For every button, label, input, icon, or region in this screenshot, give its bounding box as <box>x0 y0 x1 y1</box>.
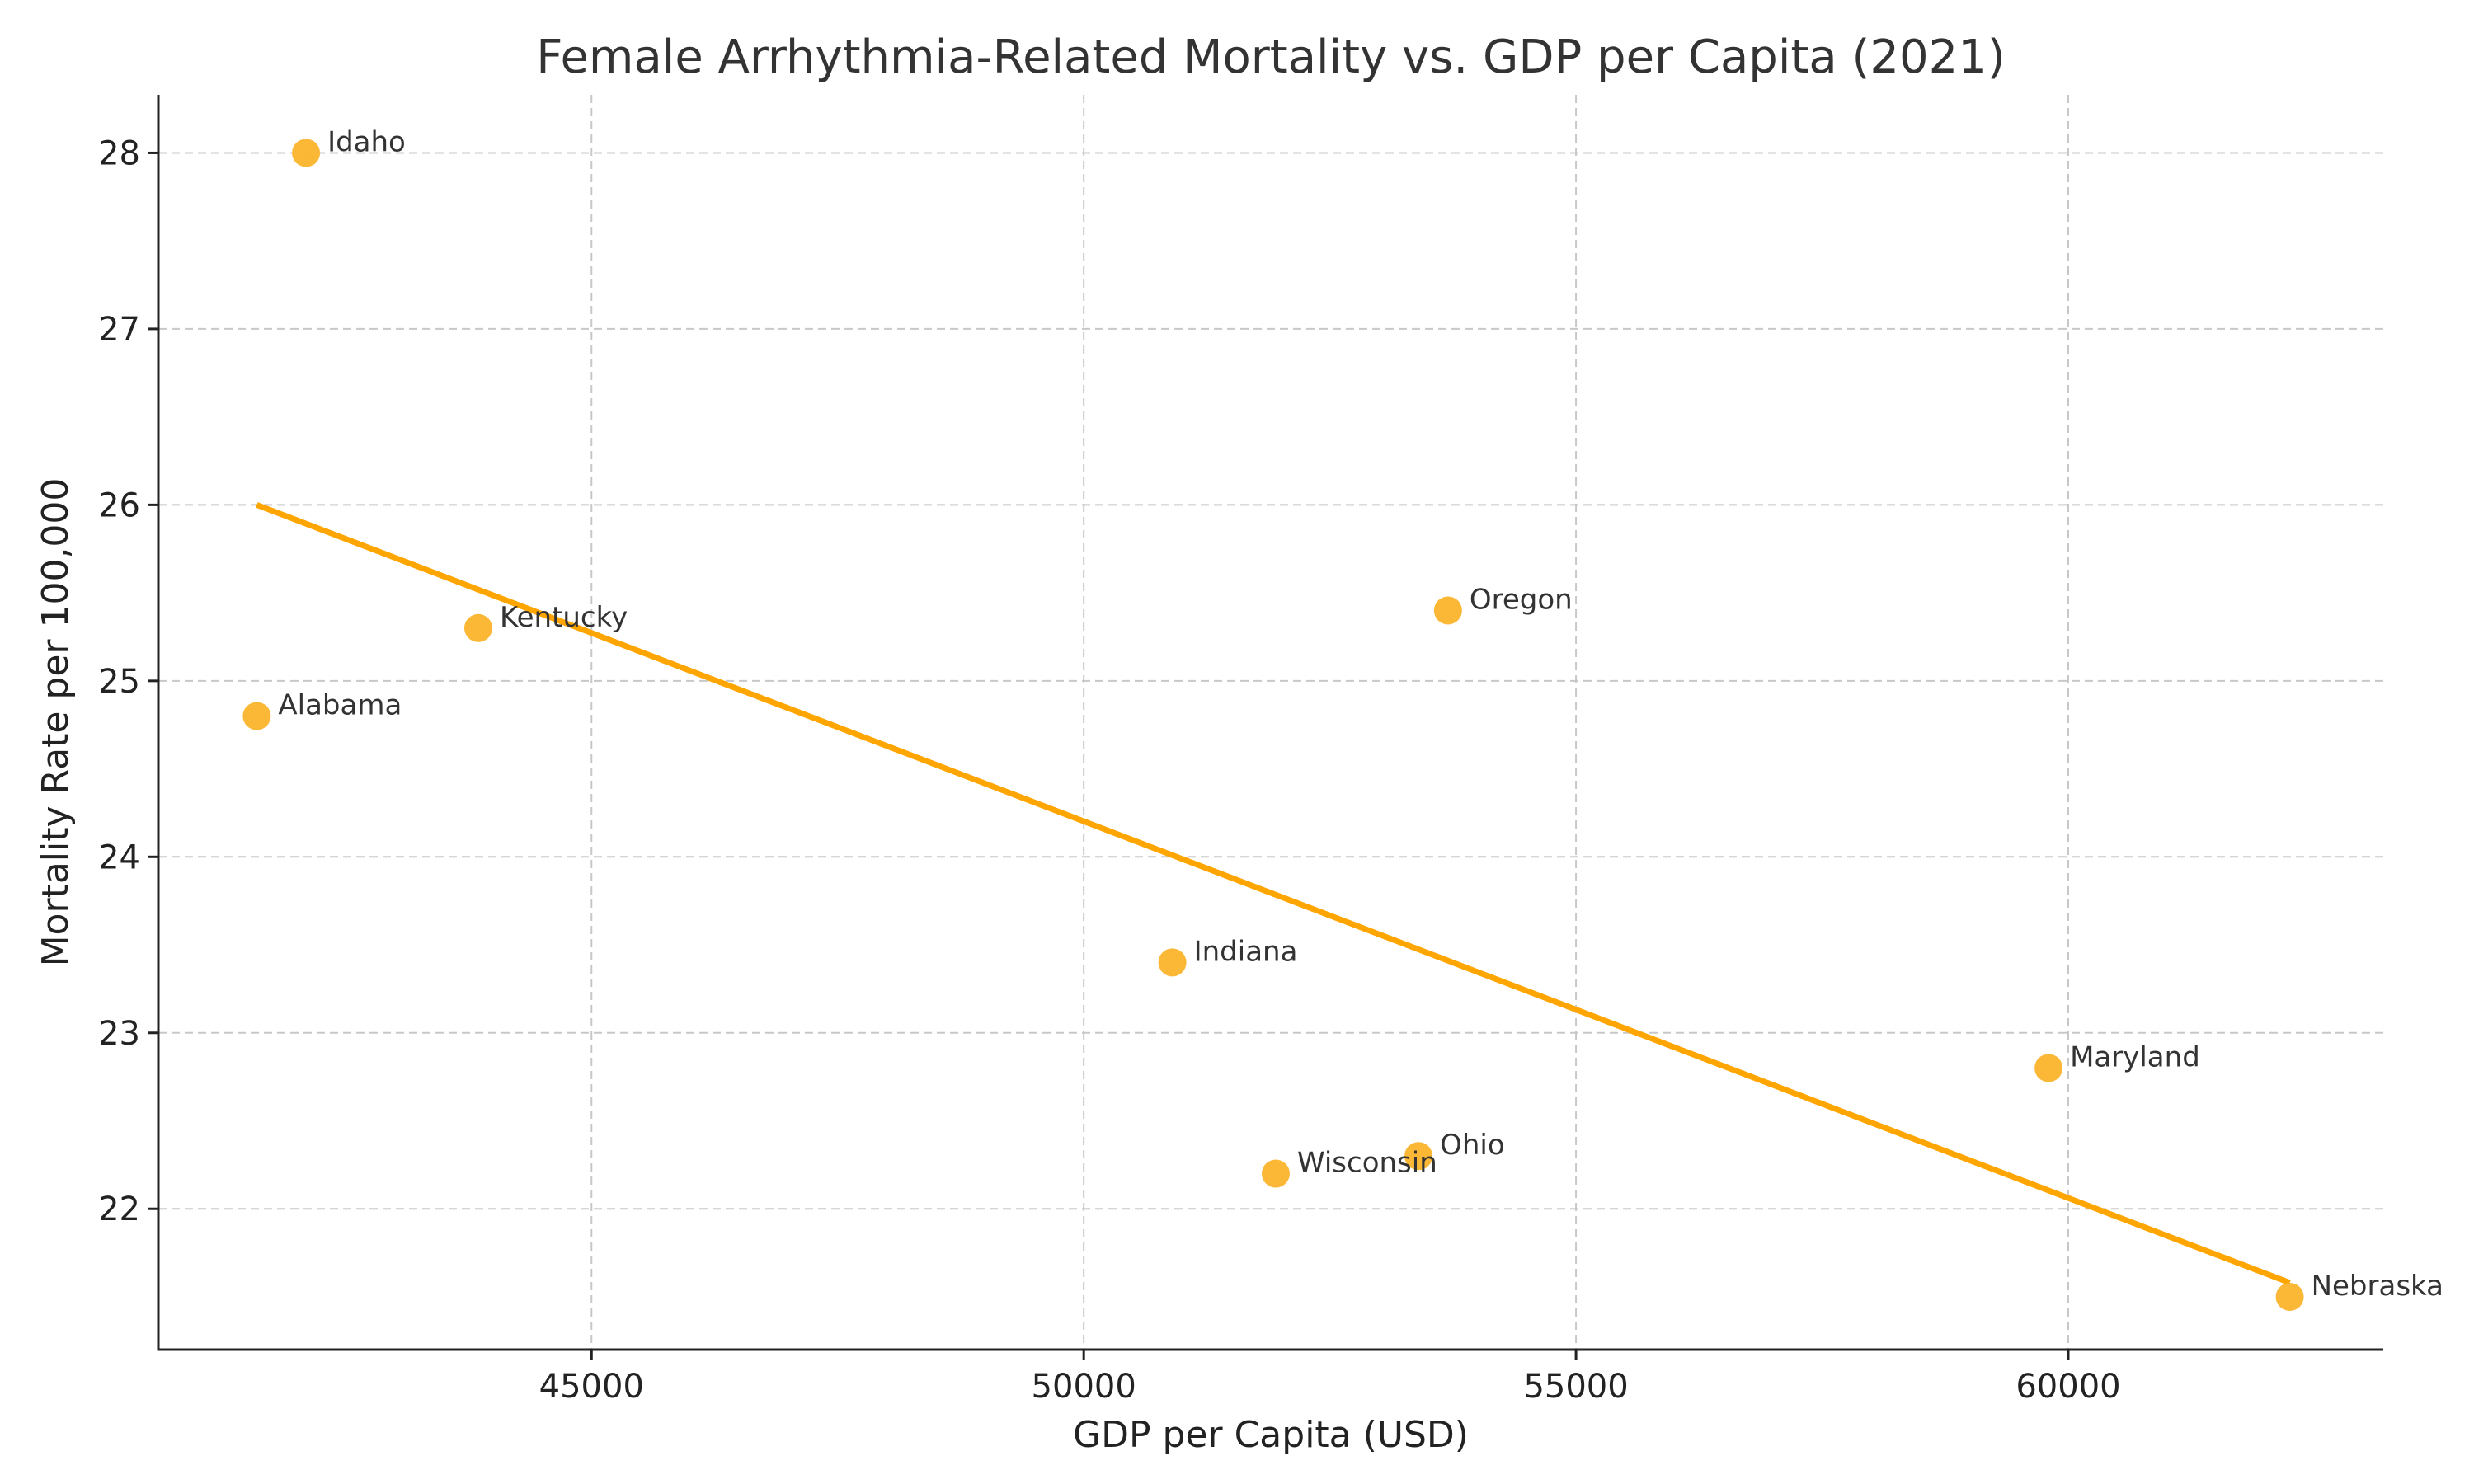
point-layer: Idaho Kentucky Alabama Oregon Indiana Marylan… <box>242 125 2443 1311</box>
x-tick-label: 55000 <box>1523 1368 1628 1406</box>
data-point <box>2275 1282 2304 1311</box>
x-axis-label: GDP per Capita (USD) <box>1073 1414 1469 1456</box>
axes-layer: 45000 50000 55000 60000 22 23 24 25 26 27 28 <box>98 95 2383 1406</box>
point-label: Indiana <box>1194 935 1298 968</box>
point-label: Nebraska <box>2312 1270 2443 1303</box>
chart-title: Female Arrhythmia-Related Mortality vs. … <box>536 31 2005 84</box>
point-label: Wisconsin <box>1297 1147 1437 1180</box>
y-tick-label: 24 <box>98 838 140 876</box>
data-point <box>242 702 271 730</box>
point-label: Ohio <box>1440 1129 1505 1162</box>
y-tick-label: 28 <box>98 134 140 172</box>
data-point <box>1261 1159 1290 1188</box>
grid-layer <box>158 95 2383 1350</box>
x-tick-label: 50000 <box>1032 1368 1136 1406</box>
y-tick-label: 27 <box>98 311 140 349</box>
trend-layer <box>256 502 2291 1286</box>
data-point <box>1158 948 1187 977</box>
point-label: Oregon <box>1470 583 1573 616</box>
point-label: Maryland <box>2070 1040 2200 1073</box>
y-tick-label: 26 <box>98 486 140 524</box>
data-point <box>1404 1142 1433 1171</box>
data-point <box>2034 1054 2063 1082</box>
data-point <box>292 139 321 167</box>
data-point <box>1433 596 1462 625</box>
x-tick-label: 45000 <box>539 1368 644 1406</box>
y-tick-label: 22 <box>98 1190 140 1228</box>
data-point <box>463 613 492 642</box>
axis-spines <box>157 95 2383 1351</box>
y-tick-label: 25 <box>98 663 140 701</box>
point-label: Idaho <box>327 125 406 158</box>
y-axis-label: Mortality Rate per 100,000 <box>35 478 77 967</box>
point-label: Kentucky <box>500 601 628 634</box>
y-tick-label: 23 <box>98 1015 140 1053</box>
x-tick-label: 60000 <box>2015 1368 2120 1406</box>
trend-line <box>256 502 2291 1286</box>
point-label: Alabama <box>278 689 402 722</box>
